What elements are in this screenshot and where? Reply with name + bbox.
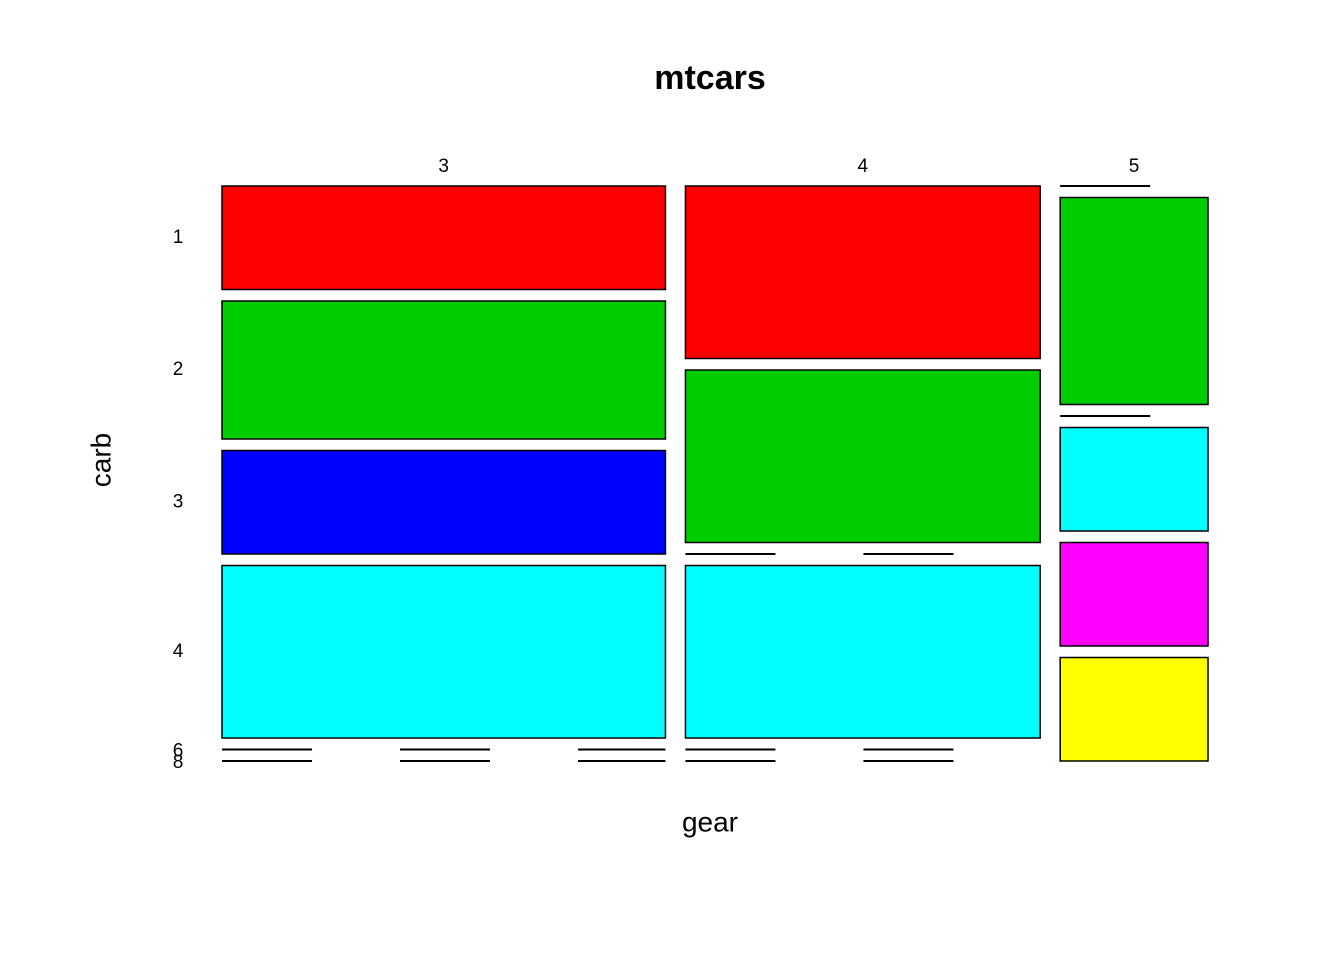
mosaic-cell <box>684 185 1041 360</box>
y-axis-label: carb <box>85 433 116 487</box>
mosaic-cell <box>221 449 667 555</box>
mosaic-cell <box>684 564 1041 739</box>
x-tick-label: 5 <box>1129 156 1140 177</box>
mosaic-cell <box>1059 426 1209 532</box>
mosaic-cell <box>1059 541 1209 647</box>
mosaic-cell <box>1059 196 1209 406</box>
mosaic-cell <box>221 300 667 440</box>
y-tick-label: 6 <box>173 741 184 762</box>
y-tick-label: 1 <box>173 227 184 248</box>
mosaic-cell <box>1059 656 1209 762</box>
mosaic-cell <box>684 369 1041 544</box>
mosaic-cell <box>221 564 667 739</box>
y-tick-label: 2 <box>173 359 184 380</box>
x-tick-label: 3 <box>438 156 449 177</box>
x-axis-label: gear <box>682 806 738 837</box>
x-tick-label: 4 <box>858 156 869 177</box>
mosaic-cell <box>221 185 667 291</box>
y-tick-label: 4 <box>173 641 184 662</box>
chart-title: mtcars <box>654 59 766 97</box>
y-tick-label: 3 <box>173 491 184 512</box>
y-tick-label: 8 <box>173 752 184 773</box>
